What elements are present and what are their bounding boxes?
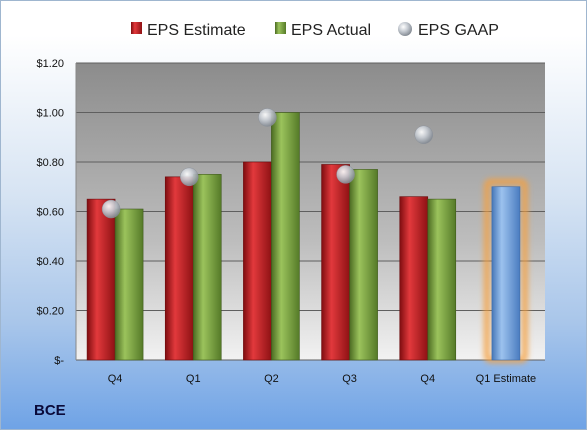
- point-eps-gaap: [180, 167, 199, 187]
- point-eps-gaap: [101, 199, 121, 219]
- bars: [86, 112, 528, 363]
- point-eps-gaap: [336, 165, 355, 184]
- legend-label-eps-estimate: EPS Estimate: [147, 22, 246, 39]
- bar-eps-actual: [349, 169, 378, 361]
- bar-eps-estimate: [164, 176, 194, 361]
- x-tick-label: Q4: [420, 373, 435, 385]
- legend: EPS Estimate EPS Actual EPS GAAP: [131, 22, 499, 39]
- legend-item-eps-estimate: EPS Estimate: [131, 22, 246, 39]
- bar-eps-estimate: [243, 161, 272, 361]
- y-tick-label: $0.60: [36, 207, 64, 219]
- ticker-label: BCE: [34, 402, 66, 419]
- point-eps-gaap: [258, 108, 277, 127]
- legend-label-eps-gaap: EPS GAAP: [418, 22, 499, 39]
- y-tick-label: $0.20: [36, 306, 64, 318]
- x-tick-label: Q1: [186, 373, 201, 385]
- bar-eps-estimate: [399, 196, 429, 361]
- bar-eps-actual: [271, 112, 300, 361]
- y-axis-ticks: $- $0.20 $0.40 $0.60 $0.80 $1.00 $1.20: [36, 58, 64, 367]
- x-tick-label: Q3: [342, 373, 357, 385]
- x-tick-label: Q4: [108, 373, 123, 385]
- x-axis-ticks: Q4 Q1 Q2 Q3 Q4 Q1 Estimate: [108, 373, 536, 385]
- y-tick-label: $-: [54, 355, 64, 367]
- legend-item-eps-actual: EPS Actual: [275, 22, 371, 39]
- y-tick-label: $0.40: [36, 256, 64, 268]
- gaap-points: [101, 108, 433, 219]
- y-tick-label: $1.00: [36, 108, 64, 120]
- bar-eps-actual: [192, 174, 222, 361]
- y-tick-label: $0.80: [36, 157, 64, 169]
- legend-swatch-sphere: [398, 22, 412, 36]
- x-tick-label: Q2: [264, 373, 279, 385]
- bar-eps-next-estimate: [491, 186, 521, 361]
- bar-eps-estimate: [86, 198, 116, 361]
- y-tick-label: $1.20: [36, 58, 64, 70]
- legend-swatch-green: [275, 22, 286, 34]
- legend-label-eps-actual: EPS Actual: [291, 22, 371, 39]
- gridlines: [75, 62, 545, 361]
- legend-swatch-red: [131, 22, 142, 34]
- point-eps-gaap: [414, 125, 433, 145]
- bar-eps-estimate: [321, 164, 350, 361]
- bar-eps-actual: [427, 198, 457, 361]
- legend-item-eps-gaap: EPS GAAP: [398, 22, 499, 39]
- bar-eps-actual: [114, 208, 144, 361]
- x-tick-label: Q1 Estimate: [476, 373, 537, 385]
